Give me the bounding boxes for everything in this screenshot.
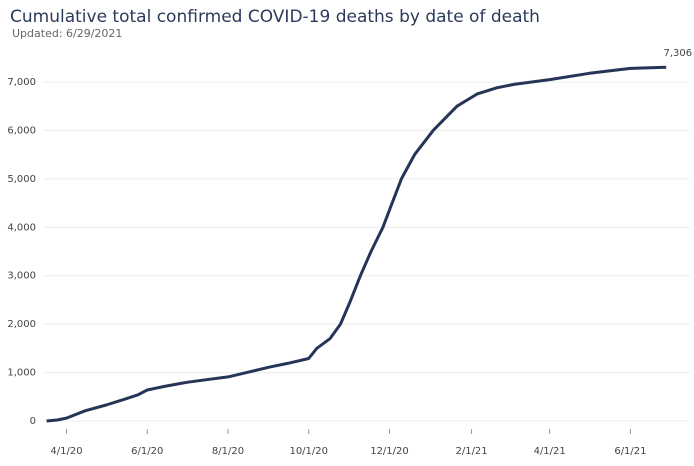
chart-title: Cumulative total confirmed COVID-19 deat… bbox=[10, 7, 540, 27]
x-tick-label: 6/1/21 bbox=[614, 446, 646, 457]
chart-subtitle: Updated: 6/29/2021 bbox=[12, 27, 122, 40]
y-tick-label: 6,000 bbox=[7, 125, 36, 136]
end-label: 7,306 bbox=[664, 48, 693, 59]
x-tick-label: 6/1/20 bbox=[131, 446, 163, 457]
y-tick-label: 7,000 bbox=[7, 77, 36, 88]
y-tick-label: 3,000 bbox=[7, 271, 36, 282]
y-tick-label: 1,000 bbox=[7, 368, 36, 379]
x-tick-label: 4/1/20 bbox=[50, 446, 82, 457]
x-tick-label: 2/1/21 bbox=[455, 446, 487, 457]
x-tick-label: 8/1/20 bbox=[212, 446, 244, 457]
y-tick-label: 4,000 bbox=[7, 222, 36, 233]
x-tick-label: 10/1/20 bbox=[289, 446, 328, 457]
x-tick-label: 4/1/21 bbox=[534, 446, 566, 457]
y-tick-label: 0 bbox=[30, 416, 36, 427]
x-tick-label: 12/1/20 bbox=[370, 446, 409, 457]
line bbox=[46, 65, 667, 423]
y-tick-label: 2,000 bbox=[7, 319, 36, 330]
y-tick-label: 5,000 bbox=[7, 174, 36, 185]
